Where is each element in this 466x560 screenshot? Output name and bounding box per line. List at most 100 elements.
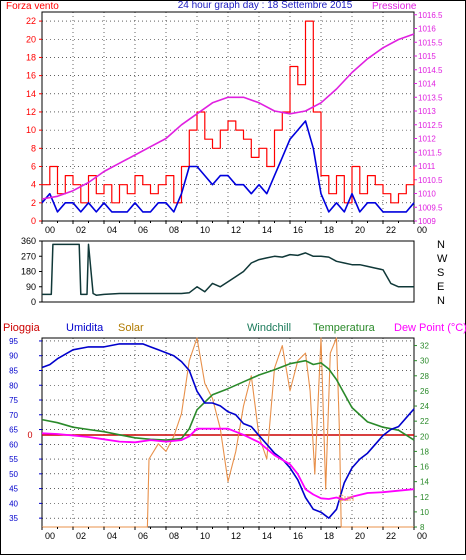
- humidity-ytick-label: 45: [9, 485, 18, 494]
- temperature-label: Temperatura: [313, 322, 376, 334]
- solar-label: Solar: [118, 322, 144, 334]
- dewpoint-line: [41, 427, 415, 501]
- pressure-ytick-label: 1013: [418, 107, 436, 116]
- wind-panel-xtick-label: 10: [200, 225, 210, 235]
- humidity-ytick-label: 50: [9, 470, 18, 479]
- wind-ytick-label: 16: [26, 71, 36, 81]
- temp-ytick-label: 28: [420, 372, 429, 381]
- temp-panel-xtick-label: 00: [417, 531, 427, 541]
- temp-panel-xtick-label: 18: [324, 531, 334, 541]
- direction-ytick-label: 0: [31, 297, 36, 307]
- humidity-label: Umidita: [66, 322, 104, 334]
- compass-label: N: [437, 295, 445, 307]
- compass-label: S: [437, 267, 444, 279]
- direction-ytick-label: 270: [21, 251, 36, 261]
- pressure-ytick-label: 1014.5: [418, 66, 443, 75]
- humidity-ytick-label: 90: [9, 352, 18, 361]
- rain-zero-label: 0: [27, 430, 32, 440]
- direction-ytick-label: 360: [21, 236, 36, 246]
- humidity-ytick-label: 55: [9, 455, 18, 464]
- pressure-ytick-label: 1011: [418, 162, 436, 171]
- windchill-label: Windchill: [247, 322, 291, 334]
- wind-avg-line: [41, 120, 415, 213]
- wind-ytick-label: 10: [26, 125, 36, 135]
- wind-panel-xtick-label: 12: [231, 225, 241, 235]
- temp-ytick-label: 24: [420, 402, 429, 411]
- wind-ytick-label: 8: [31, 143, 36, 153]
- wind-panel-xtick-label: 00: [45, 225, 55, 235]
- pressure-ytick-label: 1012.5: [418, 121, 443, 130]
- pressure-ytick-label: 1011.5: [418, 148, 442, 157]
- temp-ytick-label: 22: [420, 417, 429, 426]
- pressure-ytick-label: 1010.5: [418, 176, 443, 185]
- temperature-line: [41, 359, 415, 441]
- wind-panel-xtick-label: 08: [169, 225, 179, 235]
- humidity-ytick-label: 65: [9, 426, 18, 435]
- pressure-ytick-label: 1014: [418, 80, 436, 89]
- wind-ytick-label: 14: [26, 89, 36, 99]
- pressure-ytick-label: 1016.5: [418, 11, 443, 20]
- pressure-ytick-label: 1012: [418, 135, 436, 144]
- temp-ytick-label: 26: [420, 387, 429, 396]
- wind-ytick-label: 20: [26, 34, 36, 44]
- humidity-ytick-label: 70: [9, 411, 18, 420]
- wind-panel-xtick-label: 06: [138, 225, 148, 235]
- temp-panel-xtick-label: 04: [107, 531, 117, 541]
- direction-ytick-label: 90: [26, 282, 36, 292]
- wind-panel-xtick-label: 14: [262, 225, 272, 235]
- chart-title: 24 hour graph day : 18 Settembre 2015: [178, 0, 353, 11]
- pressure-ytick-label: 1016: [418, 25, 436, 34]
- wind-ytick-label: 2: [31, 198, 36, 208]
- compass-label: E: [437, 281, 444, 293]
- temp-panel-xtick-label: 12: [231, 531, 241, 541]
- wind-panel-xtick-label: 16: [293, 225, 303, 235]
- wind-ytick-label: 18: [26, 52, 36, 62]
- pressure-axis-label: Pressione: [372, 1, 417, 12]
- temp-ytick-label: 30: [420, 357, 429, 366]
- temp-ytick-label: 16: [420, 463, 429, 472]
- compass-label: N: [437, 239, 445, 251]
- pressure-ytick-label: 1009: [418, 217, 436, 226]
- temp-panel-xtick-label: 06: [138, 531, 148, 541]
- wind-ytick-label: 4: [31, 180, 36, 190]
- pressure-ytick-label: 1013.5: [418, 93, 443, 102]
- wind-panel-xtick-label: 18: [324, 225, 334, 235]
- pressure-ytick-label: 1010: [418, 190, 436, 199]
- temp-ytick-label: 18: [420, 447, 429, 456]
- temp-ytick-label: 12: [420, 493, 429, 502]
- direction-ytick-label: 180: [21, 267, 36, 277]
- temp-panel-xtick-label: 20: [355, 531, 365, 541]
- dewpoint-label: Dew Point (°C): [394, 322, 466, 334]
- temp-panel-xtick-label: 08: [169, 531, 179, 541]
- wind-ytick-label: 6: [31, 161, 36, 171]
- pressure-ytick-label: 1009.5: [418, 203, 443, 212]
- temp-panel-xtick-label: 10: [200, 531, 210, 541]
- rain-label: Pioggia: [3, 322, 41, 334]
- wind-panel-xtick-label: 20: [355, 225, 365, 235]
- wind-panel-xtick-label: 00: [417, 225, 427, 235]
- wind-ytick-label: 12: [26, 107, 36, 117]
- temp-panel-xtick-label: 02: [76, 531, 86, 541]
- humidity-ytick-label: 35: [9, 514, 18, 523]
- humidity-ytick-label: 40: [9, 499, 18, 508]
- pressure-ytick-label: 1015: [418, 52, 436, 61]
- temp-ytick-label: 10: [420, 508, 429, 517]
- humidity-ytick-label: 60: [9, 440, 18, 449]
- direction-panel-frame: [41, 240, 415, 303]
- temp-ytick-label: 14: [420, 478, 429, 487]
- wind-panel-xtick-label: 04: [107, 225, 117, 235]
- humidity-ytick-label: 85: [9, 366, 18, 375]
- temp-ytick-label: 32: [420, 342, 429, 351]
- wind-ytick-label: 0: [31, 216, 36, 226]
- temp-panel-xtick-label: 14: [262, 531, 272, 541]
- pressure-ytick-label: 1015.5: [418, 38, 443, 47]
- humidity-ytick-label: 95: [9, 337, 18, 346]
- wind-panel-xtick-label: 22: [386, 225, 396, 235]
- temp-ytick-label: 8: [420, 523, 425, 532]
- wind-ytick-label: 22: [26, 16, 36, 26]
- wind-axis-label: Forza vento: [6, 1, 59, 12]
- wind-panel-xtick-label: 02: [76, 225, 86, 235]
- humidity-ytick-label: 75: [9, 396, 18, 405]
